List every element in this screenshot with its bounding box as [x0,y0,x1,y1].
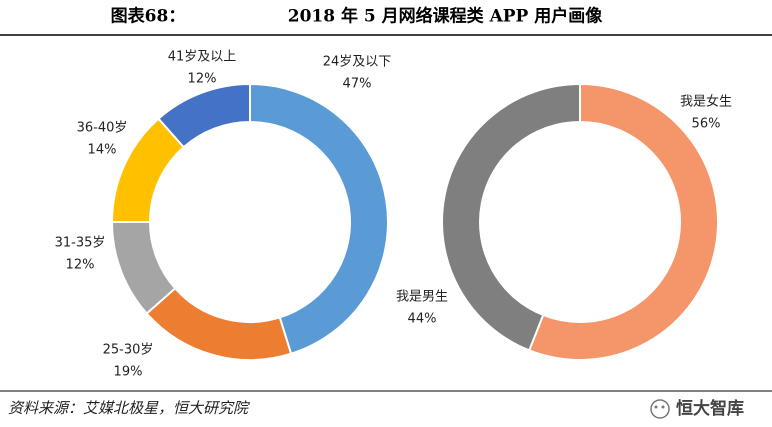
donut-slice [527,82,719,361]
slice-value-label: 12% [188,72,217,87]
donut-slice [157,82,251,149]
watermark: 恒大智库 [676,398,744,419]
slice-value-label: 44% [408,312,437,327]
source: 资料来源：艾媒北极星，恒大研究院 [8,399,250,417]
figure-label: 图表68： [111,6,186,27]
slice-label: 31-35岁 [55,236,106,251]
slice-label: 我是男生 [396,290,448,305]
slice-value-label: 56% [692,117,721,132]
slice-label: 36-40岁 [77,121,128,136]
watermark-icon [650,399,670,419]
donut-slice [145,286,293,361]
slice-value-label: 14% [88,143,117,158]
donut-slice [441,82,581,352]
slice-label: 41岁及以上 [168,50,237,65]
slice-value-label: 12% [66,258,95,273]
slice-value-label: 19% [114,365,143,380]
figure-title: 2018 年 5 月网络课程类 APP 用户画像 [288,6,603,27]
slice-value-label: 47% [343,77,372,92]
donut-slice [249,82,389,356]
slice-label: 24岁及以下 [323,55,392,70]
slice-label: 25-30岁 [103,343,154,358]
slice-label: 我是女生 [680,94,732,110]
